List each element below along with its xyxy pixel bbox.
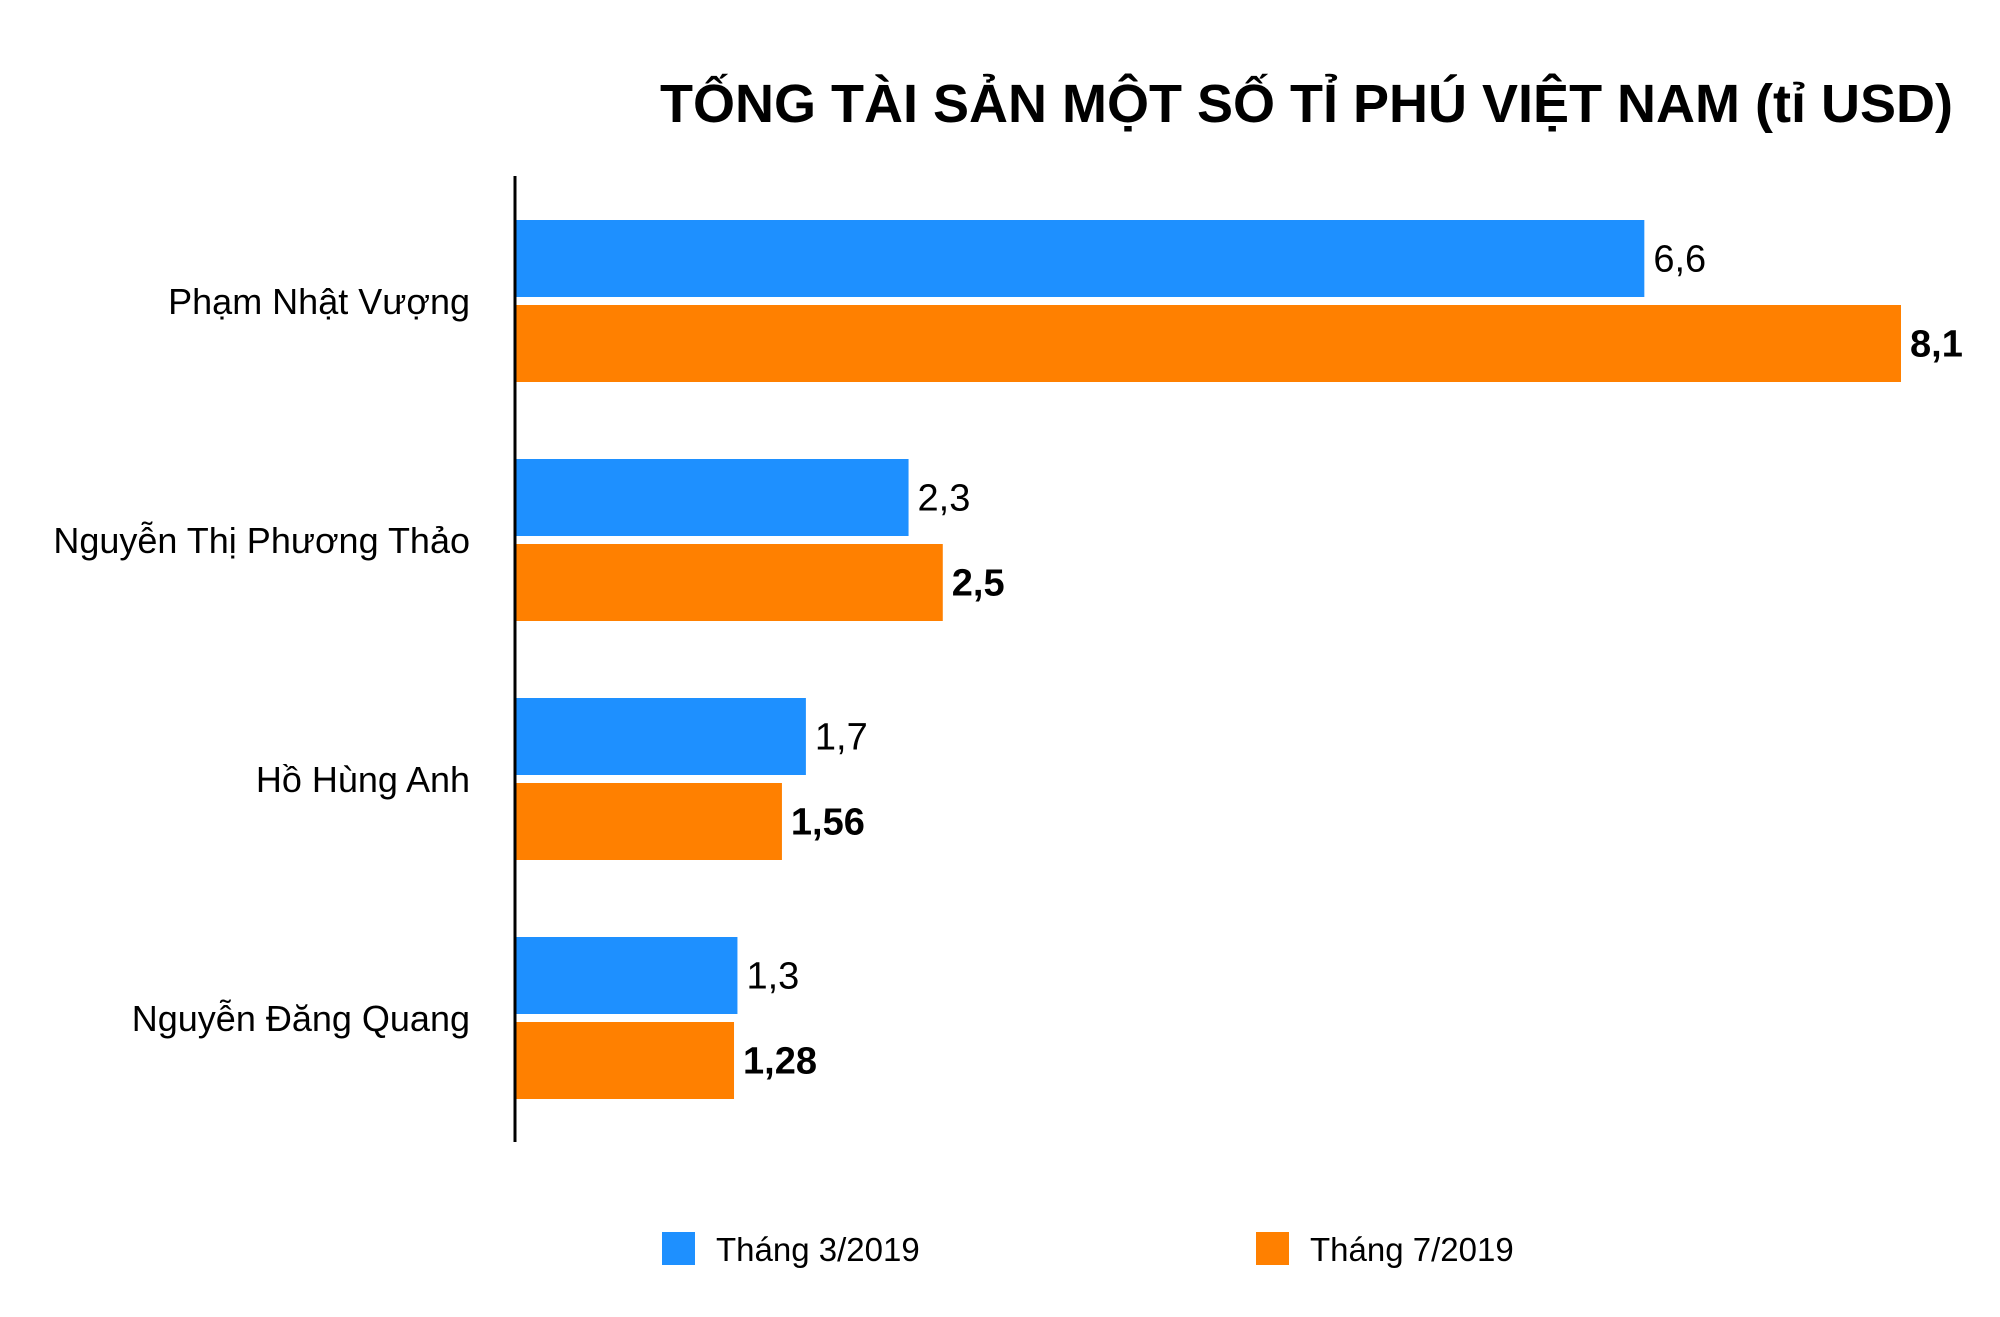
bar-cat-2-series-1 <box>515 459 909 536</box>
data-label-cat-2-series-2: 2,5 <box>952 563 1005 605</box>
data-label-cat-1-series-2: 8,1 <box>1910 324 1963 366</box>
plot-area: Phạm Nhật Vượng 6,6 8,1 Nguyễn Thị Phương T… <box>53 220 1963 1099</box>
category-label-cat-1: Phạm Nhật Vượng <box>168 281 470 322</box>
legend: Tháng 3/2019 Tháng 7/2019 <box>662 1231 1514 1268</box>
data-label-cat-1-series-1: 6,6 <box>1653 239 1706 281</box>
legend-label-series-1: Tháng 3/2019 <box>716 1231 920 1268</box>
bar-cat-1-series-2 <box>515 305 1901 382</box>
category-label-cat-3: Hồ Hùng Anh <box>256 759 470 800</box>
bar-cat-4-series-1 <box>515 937 738 1014</box>
data-label-cat-4-series-2: 1,28 <box>743 1041 817 1083</box>
legend-label-series-2: Tháng 7/2019 <box>1310 1231 1514 1268</box>
category-label-cat-4: Nguyễn Đăng Quang <box>132 998 470 1039</box>
legend-swatch-series-1 <box>662 1232 695 1265</box>
category-label-cat-2: Nguyễn Thị Phương Thảo <box>53 520 470 561</box>
bar-cat-3-series-1 <box>515 698 806 775</box>
bar-cat-3-series-2 <box>515 783 782 860</box>
data-label-cat-3-series-2: 1,56 <box>791 802 865 844</box>
chart-title: TỐNG TÀI SẢN MỘT SỐ TỈ PHÚ VIỆT NAM (tỉ … <box>660 73 1953 134</box>
bar-cat-2-series-2 <box>515 544 943 621</box>
data-label-cat-4-series-1: 1,3 <box>746 956 799 998</box>
bar-cat-4-series-2 <box>515 1022 735 1099</box>
data-label-cat-2-series-1: 2,3 <box>918 478 971 520</box>
data-label-cat-3-series-1: 1,7 <box>815 717 868 759</box>
bar-cat-1-series-1 <box>515 220 1645 297</box>
legend-swatch-series-2 <box>1256 1232 1289 1265</box>
